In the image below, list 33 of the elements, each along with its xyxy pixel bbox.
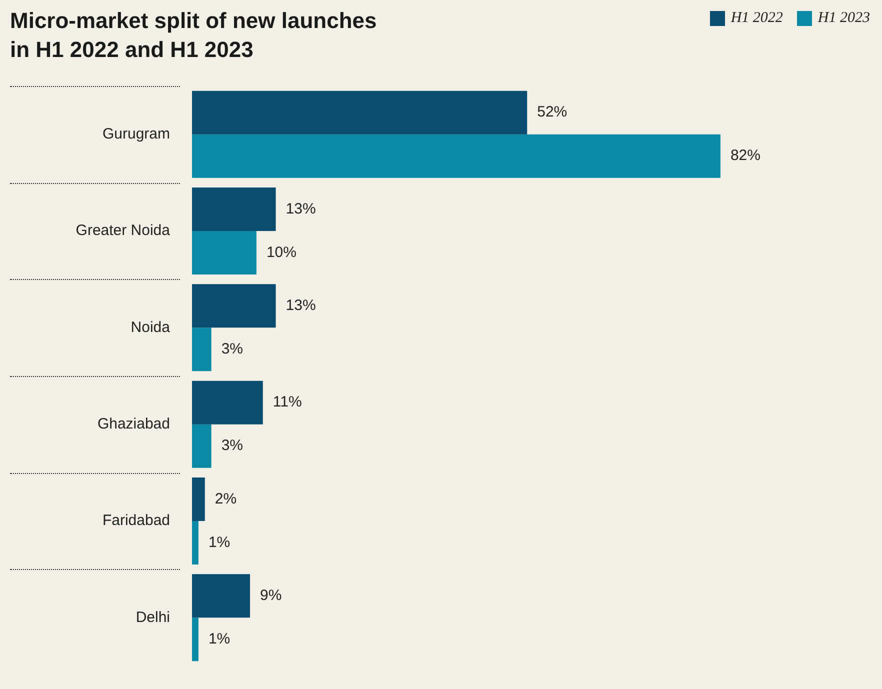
- chart-title: Micro-market split of new launches in H1 2022 and H1 2023: [10, 7, 377, 64]
- y-tick-label: Ghaziabad: [97, 415, 170, 432]
- bar: [192, 574, 250, 618]
- data-label: 82%: [730, 147, 760, 164]
- data-label: 1%: [208, 630, 230, 648]
- y-tick-label: Greater Noida: [76, 222, 171, 240]
- legend-label: H1 2022: [730, 10, 783, 27]
- data-label: 1%: [208, 534, 230, 551]
- data-label: 2%: [214, 490, 237, 508]
- bar: [192, 478, 205, 521]
- bar: [192, 328, 212, 372]
- y-tick-label: Delhi: [136, 608, 170, 626]
- bar: [192, 284, 276, 328]
- y-tick-label: Noida: [130, 318, 171, 336]
- data-label: 10%: [266, 244, 296, 261]
- data-label: 3%: [221, 340, 244, 358]
- bar: [192, 618, 198, 662]
- bar: [192, 380, 263, 424]
- data-label: 9%: [260, 587, 282, 604]
- y-tick-label: Faridabad: [102, 512, 170, 530]
- data-label: 13%: [286, 297, 316, 314]
- data-label: 3%: [221, 437, 244, 454]
- bar: [192, 90, 528, 134]
- data-label: 13%: [286, 200, 316, 218]
- legend-label: H1 2023: [818, 10, 870, 27]
- y-tick-label: Gurugram: [102, 125, 170, 142]
- data-label: 11%: [272, 394, 302, 411]
- bar: [192, 521, 198, 564]
- bar: [192, 424, 212, 468]
- bar: [192, 188, 276, 231]
- data-label: 52%: [537, 104, 568, 121]
- bar: [192, 231, 256, 274]
- bar: [192, 134, 720, 178]
